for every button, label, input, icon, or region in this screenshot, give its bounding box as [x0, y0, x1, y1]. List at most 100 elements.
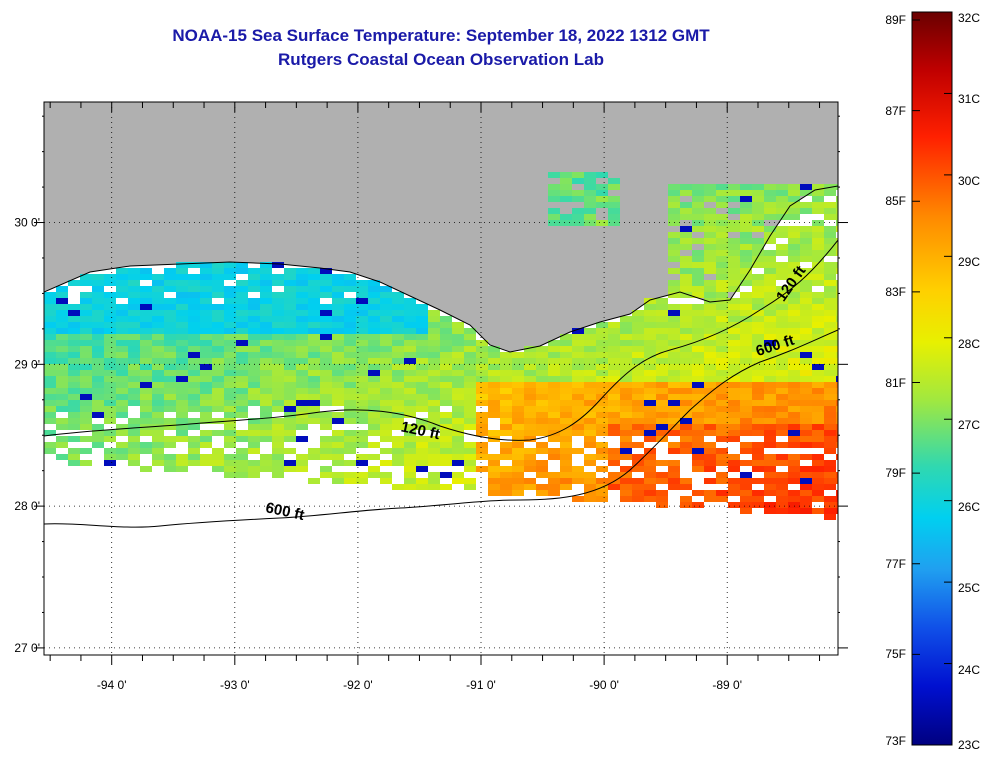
- sst-cell: [584, 172, 596, 178]
- sst-cell: [644, 436, 656, 442]
- sst-cell: [776, 262, 788, 268]
- sst-cell: [440, 412, 452, 418]
- sst-cell: [356, 352, 368, 358]
- sst-cell: [572, 220, 584, 226]
- sst-cell: [548, 220, 560, 226]
- sst-cell: [344, 388, 356, 394]
- sst-cell: [272, 442, 284, 448]
- sst-cell: [368, 406, 380, 412]
- sst-cell: [632, 418, 644, 424]
- sst-cell: [128, 388, 140, 394]
- sst-cell: [812, 202, 824, 208]
- sst-cell: [704, 490, 716, 496]
- sst-cell: [776, 244, 788, 250]
- sst-cell: [728, 346, 740, 352]
- sst-cell: [776, 460, 788, 466]
- sst-cell: [644, 316, 656, 322]
- sst-cell: [212, 454, 224, 460]
- sst-cell: [500, 412, 512, 418]
- sst-cell: [776, 190, 788, 196]
- sst-cell: [716, 340, 728, 346]
- sst-cell: [680, 346, 692, 352]
- sst-cell: [152, 436, 164, 442]
- sst-cell: [476, 424, 488, 430]
- sst-cell: [104, 346, 116, 352]
- sst-cell: [668, 202, 680, 208]
- sst-cell: [776, 478, 788, 484]
- sst-cell: [800, 364, 812, 370]
- sst-cell: [476, 400, 488, 406]
- sst-cell: [836, 358, 838, 364]
- sst-cell: [164, 316, 176, 322]
- sst-cell: [176, 304, 188, 310]
- sst-cell: [308, 388, 320, 394]
- sst-cell: [344, 322, 356, 328]
- sst-cell: [428, 346, 440, 352]
- sst-cell: [224, 298, 236, 304]
- sst-cell: [536, 370, 548, 376]
- sst-cell: [788, 256, 800, 262]
- sst-cell: [680, 484, 692, 490]
- sst-cell: [140, 376, 152, 382]
- sst-cell: [512, 394, 524, 400]
- sst-cell: [560, 190, 572, 196]
- sst-cell: [296, 460, 308, 466]
- sst-cell: [44, 388, 56, 394]
- sst-cell: [116, 394, 128, 400]
- sst-cell: [344, 280, 356, 286]
- sst-cell: [620, 328, 632, 334]
- sst-cell: [764, 346, 776, 352]
- sst-cell: [728, 406, 740, 412]
- sst-cell: [248, 364, 260, 370]
- sst-cell: [656, 460, 668, 466]
- sst-cell: [380, 376, 392, 382]
- sst-cell: [224, 400, 236, 406]
- sst-cell: [836, 370, 838, 376]
- sst-cell: [620, 376, 632, 382]
- sst-cell: [788, 490, 800, 496]
- sst-cell: [488, 454, 500, 460]
- sst-cell: [428, 400, 440, 406]
- sst-cell: [788, 364, 800, 370]
- sst-cell: [104, 460, 116, 466]
- sst-cell: [188, 328, 200, 334]
- sst-cell: [332, 298, 344, 304]
- sst-cell: [584, 340, 596, 346]
- sst-cell: [212, 322, 224, 328]
- sst-cell: [812, 196, 824, 202]
- sst-cell: [680, 184, 692, 190]
- sst-cell: [308, 370, 320, 376]
- sst-cell: [560, 436, 572, 442]
- sst-cell: [260, 280, 272, 286]
- sst-cell: [800, 376, 812, 382]
- sst-cell: [560, 448, 572, 454]
- sst-cell: [140, 304, 152, 310]
- sst-cell: [800, 232, 812, 238]
- sst-cell: [440, 460, 452, 466]
- sst-cell: [200, 286, 212, 292]
- sst-cell: [164, 460, 176, 466]
- sst-cell: [200, 382, 212, 388]
- sst-cell: [608, 202, 620, 208]
- sst-cell: [740, 334, 752, 340]
- sst-cell: [80, 412, 92, 418]
- sst-cell: [704, 412, 716, 418]
- sst-cell: [596, 352, 608, 358]
- sst-cell: [656, 376, 668, 382]
- sst-cell: [728, 208, 740, 214]
- sst-cell: [788, 304, 800, 310]
- sst-cell: [512, 418, 524, 424]
- sst-cell: [176, 274, 188, 280]
- sst-cell: [416, 352, 428, 358]
- sst-cell: [404, 340, 416, 346]
- sst-cell: [824, 466, 836, 472]
- sst-cell: [356, 370, 368, 376]
- sst-cell: [608, 376, 620, 382]
- sst-cell: [668, 256, 680, 262]
- sst-cell: [812, 382, 824, 388]
- sst-cell: [824, 352, 836, 358]
- sst-cell: [236, 430, 248, 436]
- sst-cell: [812, 454, 824, 460]
- sst-cell: [524, 424, 536, 430]
- sst-cell: [236, 346, 248, 352]
